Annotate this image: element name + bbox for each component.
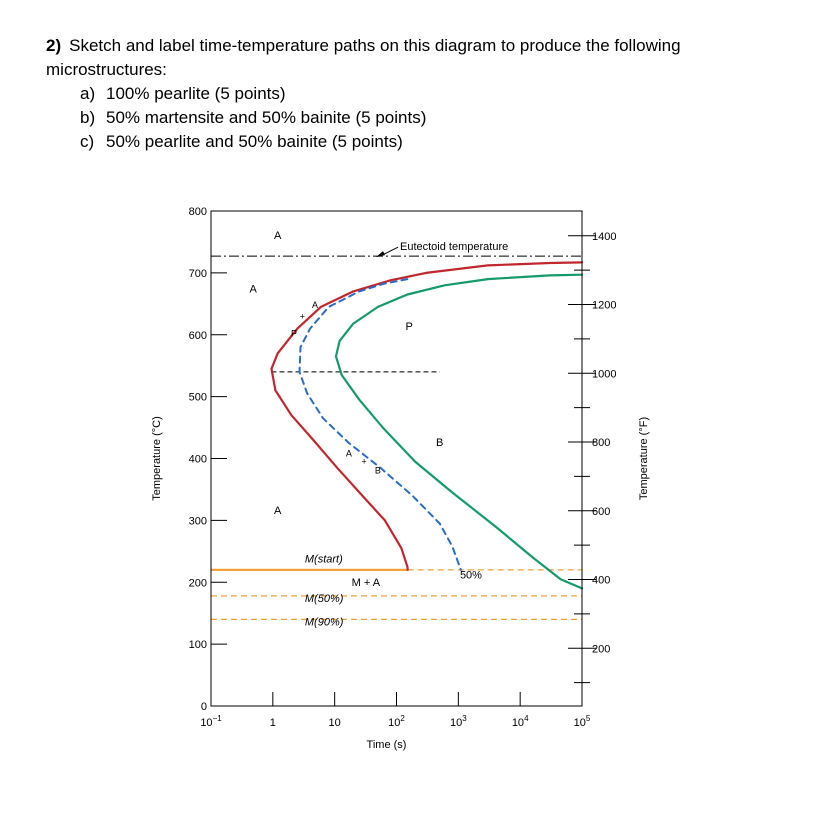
region-label: A xyxy=(249,284,257,296)
question-block: 2) Sketch and label time-temperature path… xyxy=(46,34,806,154)
part-text: 100% pearlite (5 points) xyxy=(106,84,286,103)
y-tick-label: 800 xyxy=(189,206,207,218)
part-text: 50% martensite and 50% bainite (5 points… xyxy=(106,108,427,127)
question-part-a: a) 100% pearlite (5 points) xyxy=(80,82,806,106)
question-part-c: c) 50% pearlite and 50% bainite (5 points… xyxy=(80,130,806,154)
question-part-b: b) 50% martensite and 50% bainite (5 poin… xyxy=(80,106,806,130)
x-tick-label: 103 xyxy=(450,714,467,729)
curve-start xyxy=(270,261,584,571)
region-label: A xyxy=(346,449,352,459)
plot-frame xyxy=(210,210,583,707)
y-tick-label: 700 xyxy=(189,268,207,280)
region-label: M(start) xyxy=(305,553,343,565)
region-label: 50% xyxy=(460,570,482,582)
y-tick-label: 100 xyxy=(189,639,207,651)
question-parts: a) 100% pearlite (5 points) b) 50% martens… xyxy=(46,82,806,154)
y2-axis-label: Temperature (°F) xyxy=(638,417,650,500)
part-label: b) xyxy=(80,108,96,127)
x-tick-label: 10−1 xyxy=(200,714,222,729)
eutectoid-label: Eutectoid temperature xyxy=(400,241,508,253)
curve-fifty xyxy=(298,278,462,571)
part-text: 50% pearlite and 50% bainite (5 points) xyxy=(106,132,403,151)
region-label: M + A xyxy=(352,577,381,589)
region-label: A xyxy=(274,230,282,242)
region-label: B xyxy=(375,465,381,475)
y2-tick-label: 1400 xyxy=(592,231,616,243)
y2-tick-label: 800 xyxy=(592,437,610,449)
part-label: c) xyxy=(80,132,95,151)
x-tick-label: 102 xyxy=(388,714,405,729)
y-tick-label: 200 xyxy=(189,577,207,589)
y2-tick-label: 200 xyxy=(592,643,610,655)
y2-tick-label: 1200 xyxy=(592,300,616,312)
region-label: M(50%) xyxy=(305,593,344,605)
y-axis-label: Temperature (°C) xyxy=(151,416,163,500)
region-label: M(90%) xyxy=(305,617,344,629)
question-stem: Sketch and label time-temperature paths … xyxy=(46,36,681,79)
y-tick-label: 400 xyxy=(189,454,207,466)
y2-tick-label: 400 xyxy=(592,575,610,587)
question-stem-line: 2) Sketch and label time-temperature path… xyxy=(46,34,806,82)
eutectoid-arrowhead xyxy=(376,251,385,258)
x-tick-label: 104 xyxy=(512,714,529,729)
x-tick-label: 10 xyxy=(329,717,341,729)
y2-tick-label: 1000 xyxy=(592,368,616,380)
x-tick-label: 1 xyxy=(270,717,276,729)
y-tick-label: 500 xyxy=(189,392,207,404)
region-label: A xyxy=(312,300,318,310)
curve-finish xyxy=(334,273,584,590)
region-label: B xyxy=(436,437,443,449)
region-label: + xyxy=(300,311,305,321)
region-label: P xyxy=(405,321,412,333)
x-axis-label: Time (s) xyxy=(367,739,407,751)
x-tick-label: 105 xyxy=(574,714,591,729)
y-tick-label: 0 xyxy=(201,701,207,713)
part-label: a) xyxy=(80,84,96,103)
region-label: A xyxy=(274,505,282,517)
question-number: 2) xyxy=(46,36,62,55)
y-tick-label: 600 xyxy=(189,330,207,342)
y-tick-label: 300 xyxy=(189,515,207,527)
y2-tick-label: 600 xyxy=(592,506,610,518)
region-label: P xyxy=(291,329,297,339)
region-label: + xyxy=(362,457,367,467)
